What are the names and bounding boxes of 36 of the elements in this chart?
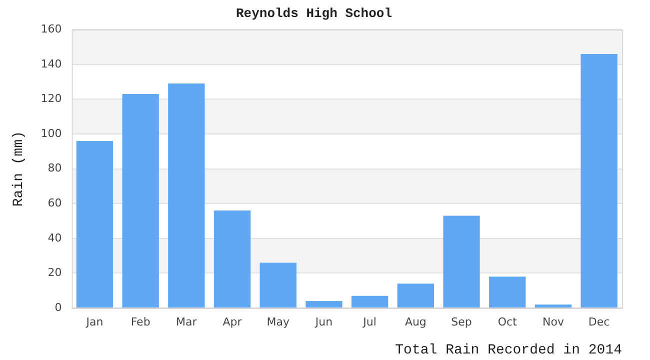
x-tick-label: Dec (588, 315, 610, 328)
y-tick-label: 100 (40, 126, 62, 140)
x-axis-title: Total Rain Recorded in 2014 (395, 342, 622, 358)
bar (260, 262, 296, 308)
y-tick-label: 140 (40, 57, 62, 70)
x-tick-label: Apr (222, 315, 242, 328)
bar (489, 276, 526, 308)
bar (534, 304, 572, 308)
bar (122, 94, 159, 308)
x-tick-label: Feb (130, 315, 150, 328)
x-tick-label: Jul (362, 315, 376, 328)
y-tick-label: 80 (48, 162, 62, 175)
x-tick-label: Aug (404, 315, 426, 328)
bar (351, 296, 388, 308)
y-tick-label: 160 (40, 22, 62, 36)
x-tick-label: Mar (176, 315, 198, 328)
y-tick-label: 60 (48, 196, 62, 210)
chart-title: Reynolds High School (236, 6, 392, 22)
x-tick-label: Nov (542, 315, 564, 328)
y-tick-label: 40 (48, 231, 62, 244)
y-tick-label: 20 (48, 266, 62, 280)
bar (443, 216, 480, 308)
bar (306, 301, 342, 308)
y-tick-label: 0 (54, 300, 62, 314)
bar (580, 54, 618, 308)
x-tick-label: Oct (498, 315, 518, 328)
x-tick-label: Jan (85, 315, 104, 328)
bar (168, 84, 205, 308)
bar (397, 284, 434, 308)
bar (76, 140, 114, 308)
bar (214, 210, 251, 308)
x-tick-label: Jun (314, 315, 333, 328)
x-tick-label: Sep (451, 315, 472, 328)
x-tick-label: May (266, 315, 290, 328)
y-tick-label: 120 (40, 92, 62, 106)
y-axis-title: Rain (mm) (11, 130, 28, 207)
